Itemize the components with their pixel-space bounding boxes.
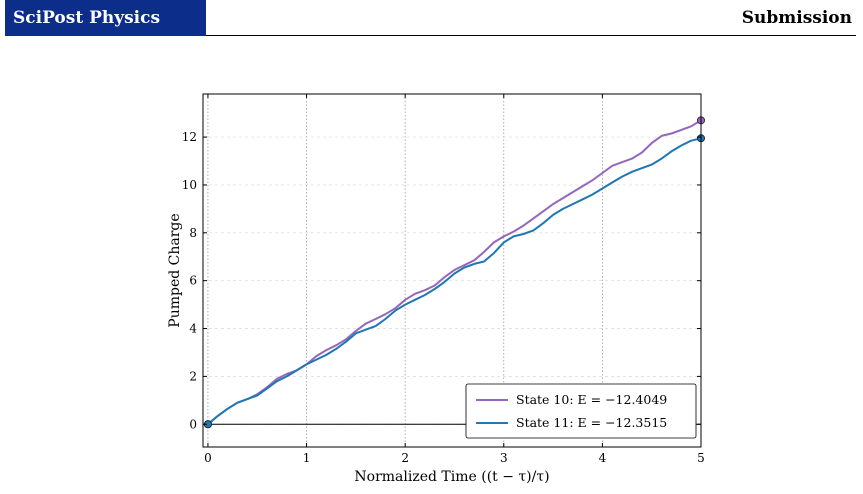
x-tick-label: 3 bbox=[500, 451, 508, 465]
y-tick-label: 6 bbox=[189, 274, 197, 288]
x-tick-label: 4 bbox=[599, 451, 607, 465]
journal-badge: SciPost Physics bbox=[5, 0, 206, 36]
x-tick-label: 5 bbox=[697, 451, 705, 465]
series-lines bbox=[207, 119, 702, 426]
submission-label: Submission bbox=[741, 8, 852, 28]
page-header: SciPost Physics Submission bbox=[5, 0, 856, 36]
legend-label-2: State 11: E = −12.3515 bbox=[516, 415, 667, 430]
legend-label-1: State 10: E = −12.4049 bbox=[516, 392, 667, 407]
x-tick-label: 1 bbox=[303, 451, 311, 465]
y-tick-label: 10 bbox=[182, 178, 197, 192]
y-tick-label: 8 bbox=[189, 226, 197, 240]
y-tick-label: 2 bbox=[189, 369, 197, 383]
endpoint-markers bbox=[203, 116, 706, 429]
header-rule bbox=[206, 35, 856, 36]
y-tick-label: 0 bbox=[189, 417, 197, 431]
y-tick-label: 4 bbox=[189, 322, 197, 336]
x-tick-label: 0 bbox=[204, 451, 212, 465]
y-tick-label: 12 bbox=[182, 130, 197, 144]
plot-frame bbox=[202, 93, 702, 448]
series-line-2 bbox=[207, 137, 702, 426]
legend-box bbox=[465, 383, 697, 439]
series-line-1 bbox=[207, 119, 702, 426]
y-axis-label: Pumped Charge bbox=[167, 213, 183, 327]
x-axis-label: Normalized Time ((t − τ)/τ) bbox=[354, 469, 549, 485]
x-tick-label: 2 bbox=[401, 451, 409, 465]
legend: State 10: E = −12.4049 State 11: E = −12.… bbox=[465, 383, 697, 439]
